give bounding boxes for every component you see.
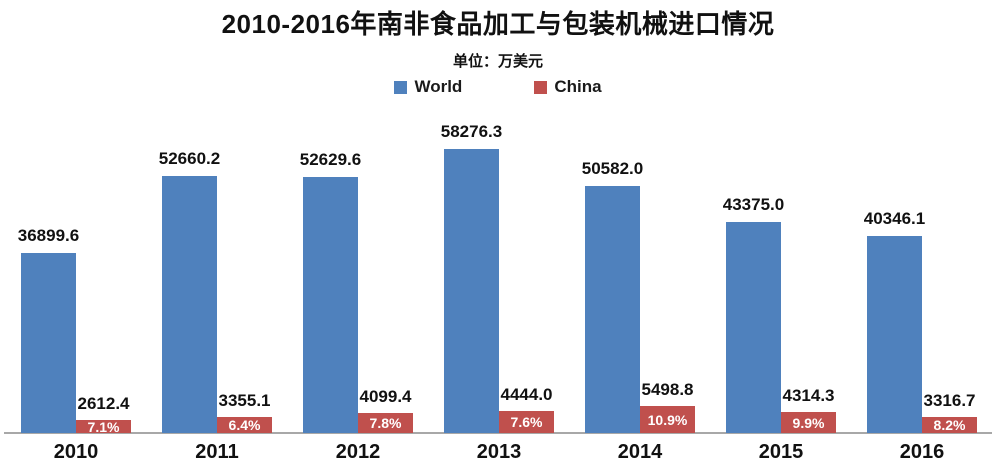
category-label-2012: 2012 (335, 441, 381, 463)
world-value-label-2012: 52629.6 (299, 150, 362, 169)
china-value-label-2011: 3355.1 (218, 391, 271, 410)
legend-item-china: China (534, 77, 602, 97)
world-value-label-2016: 40346.1 (863, 209, 926, 228)
world-value-label-2010: 36899.6 (17, 226, 80, 245)
bar-world-2012 (303, 177, 358, 433)
china-share-label-2012: 7.8% (369, 415, 402, 431)
china-share-label-2016: 8.2% (933, 417, 966, 433)
china-share-label-2015: 9.9% (792, 414, 825, 431)
category-label-2011: 2011 (195, 441, 239, 463)
bar-world-2014 (585, 186, 640, 433)
chart-subtitle: 单位：万美元 (452, 53, 543, 70)
bar-world-2010 (21, 253, 76, 433)
china-value-label-2012: 4099.4 (359, 387, 412, 406)
bar-world-2011 (162, 176, 217, 433)
china-value-label-2010: 2612.4 (77, 394, 130, 413)
bar-world-2015 (726, 222, 781, 433)
bar-china-2013: 7.6% (499, 411, 554, 433)
legend-label-china: China (554, 77, 602, 96)
x-axis-line (4, 432, 992, 434)
bar-china-2014: 10.9% (640, 406, 695, 433)
china-value-label-2015: 4314.3 (782, 386, 835, 405)
chart-title: 2010-2016年南非食品加工与包装机械进口情况 (221, 9, 775, 39)
category-label-2013: 2013 (476, 441, 522, 463)
world-swatch-icon (394, 80, 408, 94)
china-share-label-2010: 7.1% (87, 418, 120, 435)
bar-world-2013 (444, 149, 499, 433)
bar-china-2010: 7.1% (76, 418, 131, 435)
category-label-2014: 2014 (617, 441, 663, 463)
bar-china-2015: 9.9% (781, 412, 836, 433)
category-label-2010: 2010 (53, 441, 99, 463)
legend-item-world: World (394, 77, 462, 97)
category-label-2015: 2015 (758, 441, 804, 463)
china-share-label-2013: 7.6% (510, 414, 543, 430)
china-value-label-2013: 4444.0 (500, 385, 553, 404)
legend-label-world: World (414, 77, 463, 96)
chart-legend: World China (0, 77, 996, 97)
world-value-label-2014: 50582.0 (581, 159, 644, 178)
world-value-label-2015: 43375.0 (722, 195, 785, 214)
world-value-label-2013: 58276.3 (440, 122, 503, 141)
category-label-2016: 2016 (899, 441, 945, 463)
bar-world-2016 (867, 236, 922, 433)
china-share-label-2014: 10.9% (647, 411, 688, 428)
bar-china-2012: 7.8% (358, 413, 413, 433)
bar-china-2016: 8.2% (922, 417, 977, 433)
bar-china-2011: 6.4% (217, 417, 272, 433)
china-value-label-2014: 5498.8 (641, 380, 694, 399)
china-share-label-2011: 6.4% (228, 417, 261, 433)
china-swatch-icon (534, 80, 548, 94)
world-value-label-2011: 52660.2 (158, 149, 221, 168)
china-value-label-2016: 3316.7 (923, 391, 976, 410)
